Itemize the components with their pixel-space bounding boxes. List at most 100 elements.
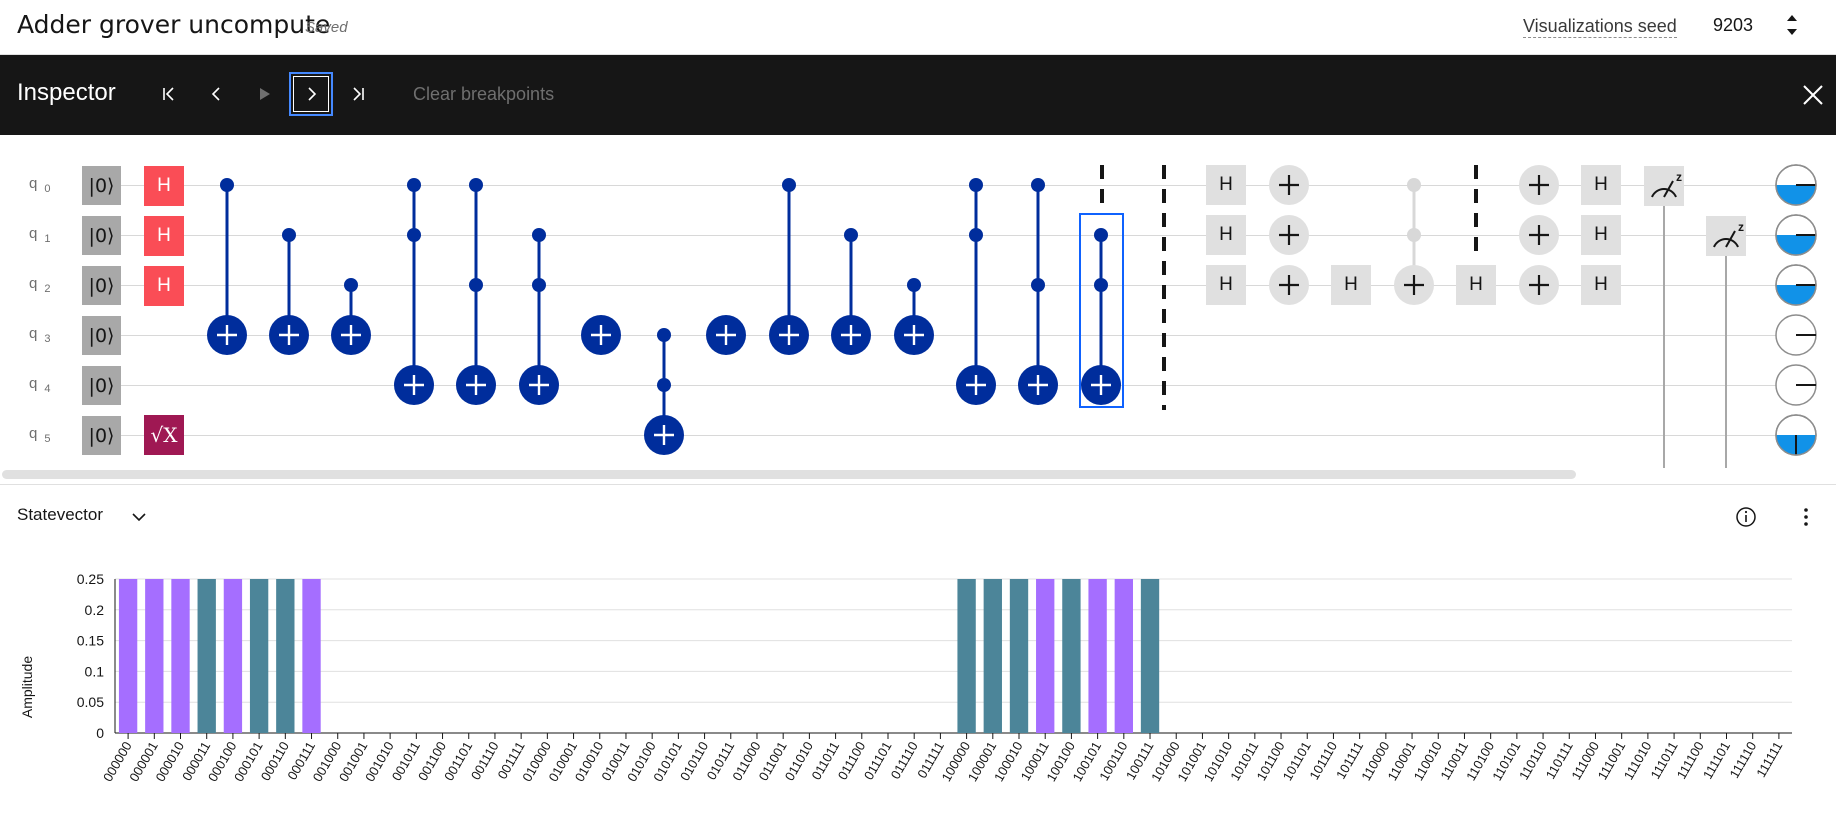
h-gate[interactable]: H [144,216,184,256]
cnot-ghost[interactable] [1517,263,1561,307]
horizontal-scrollbar[interactable] [2,470,1576,479]
cnot-ghost[interactable] [1517,213,1561,257]
toffoli-gate-selected[interactable] [1079,213,1124,408]
amplitude-bar[interactable] [1140,579,1160,733]
step-forward-button[interactable] [289,72,333,116]
qsphere-disk-icon [1775,314,1817,356]
amplitude-bar[interactable] [171,579,190,733]
x-tick-label: 111110 [1727,739,1760,781]
h-gate-ghost[interactable]: H [1581,265,1621,305]
amplitude-bar[interactable] [223,579,243,733]
reset-gate[interactable]: |0⟩ [82,416,121,455]
sx-gate[interactable]: √X [144,415,184,455]
toffoli-gate[interactable] [517,228,561,407]
step-to-end-button[interactable] [336,72,380,116]
h-gate-ghost[interactable]: H [1206,265,1246,305]
chevron-left-icon [211,87,220,101]
amplitude-bar[interactable] [276,579,295,733]
clear-breakpoints-button[interactable]: Clear breakpoints [413,84,555,104]
cnot-gate[interactable] [329,278,373,357]
h-gate[interactable]: H [144,266,184,306]
amplitude-bar[interactable] [957,579,976,733]
h-gate-ghost[interactable]: H [1456,265,1496,305]
amplitude-bar[interactable] [145,579,164,733]
visualization-select[interactable]: Statevector [17,505,103,524]
cnot-gate[interactable] [205,178,249,357]
toffoli-ghost[interactable] [1392,178,1436,307]
play-icon [260,88,270,100]
x-gate[interactable] [579,313,623,357]
h-gate-ghost[interactable]: H [1581,165,1621,205]
cnot-gate[interactable] [829,228,873,357]
measure-gate[interactable]: z [1644,166,1684,468]
cnot-ghost[interactable] [1267,163,1311,207]
qubit-wire [82,385,1782,386]
panel-divider [0,484,1836,485]
amplitude-bar[interactable] [1114,579,1133,733]
cnot-gate[interactable] [767,178,811,357]
svg-text:z: z [1676,170,1682,184]
cnot-gate[interactable] [892,278,936,357]
amplitude-bar[interactable] [1088,579,1107,733]
amplitude-bar[interactable] [197,579,216,733]
h-gate-ghost[interactable]: H [1331,265,1371,305]
overflow-menu-icon[interactable] [1798,506,1814,528]
h-gate-ghost[interactable]: H [1206,215,1246,255]
toffoli-gate[interactable] [642,328,686,457]
reset-gate[interactable]: |0⟩ [82,216,121,255]
seed-stepper-icon[interactable] [1784,10,1800,40]
close-icon[interactable] [1800,82,1826,108]
toffoli-gate[interactable] [1016,178,1060,407]
statevector-chart: 00.050.10.150.20.25000000000001000010000… [19,571,1792,784]
qsphere-disk-icon [1775,364,1817,406]
h-gate[interactable]: H [144,166,184,206]
step-back-button[interactable] [195,72,239,116]
amplitude-bar[interactable] [249,579,269,733]
y-tick-label: 0 [96,725,104,741]
toffoli-gate[interactable] [954,178,998,407]
qubit-wire [82,285,1782,286]
h-gate-ghost[interactable]: H [1581,215,1621,255]
cnot-gate[interactable] [267,228,311,357]
cnot-ghost[interactable] [1267,263,1311,307]
toffoli-gate[interactable] [454,178,498,407]
info-icon[interactable] [1735,506,1757,528]
cnot-ghost[interactable] [1517,163,1561,207]
step-to-start-button[interactable] [147,72,191,116]
amplitude-bar[interactable] [1036,579,1055,733]
barrier[interactable] [1100,165,1166,410]
seed-value[interactable]: 9203 [1713,15,1754,35]
amplitude-bar[interactable] [1009,579,1029,733]
chevron-down-icon[interactable] [130,508,148,526]
reset-gate[interactable]: |0⟩ [82,266,121,305]
amplitude-bar[interactable] [983,579,1002,733]
inspector-title: Inspector [17,79,116,106]
skip-back-icon [163,87,174,101]
reset-gate[interactable]: |0⟩ [82,316,121,355]
reset-gate[interactable]: |0⟩ [82,166,121,205]
h-gate-ghost[interactable]: H [1206,165,1246,205]
toffoli-gate[interactable] [392,178,436,407]
x-gate[interactable] [704,313,748,357]
inspector-toolbar: Inspector Clear breakpoints [0,55,1836,135]
cnot-ghost[interactable] [1267,213,1311,257]
amplitude-bar[interactable] [1062,579,1081,733]
amplitude-bar[interactable] [118,579,138,733]
amplitude-bar[interactable] [302,579,321,733]
reset-gate[interactable]: |0⟩ [82,366,121,405]
qsphere-disk-icon [1775,164,1817,206]
visualizations-seed-label[interactable]: Visualizations seed [1523,16,1677,38]
measure-gate[interactable]: z [1706,216,1746,468]
y-tick-label: 0.05 [77,694,104,710]
qsphere-disk-icon [1775,214,1817,256]
circuit-title[interactable]: Adder grover uncompute [17,10,331,39]
x-tick-label: 111111 [1753,739,1785,780]
qubit-wire [82,185,1782,186]
play-button[interactable] [242,72,286,116]
